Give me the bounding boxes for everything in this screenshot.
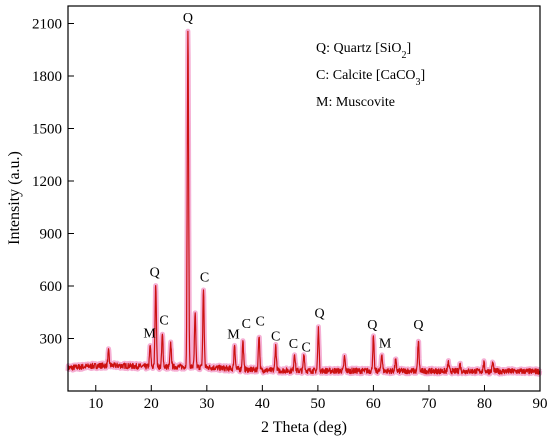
peak-label: C [159, 314, 168, 329]
pattern-line [67, 30, 541, 375]
peak-label: C [289, 337, 298, 352]
x-tick-label: 70 [421, 396, 436, 412]
legend: Q: Quartz [SiO2] C: Calcite [CaCO3] M: Mus… [316, 41, 425, 110]
x-tick-label: 50 [310, 396, 325, 412]
peak-label: Q [413, 318, 423, 333]
x-tick-label: 30 [199, 396, 214, 412]
data-layer [65, 28, 543, 377]
x-tick-label: 60 [366, 396, 381, 412]
x-tick-label: 90 [533, 396, 548, 412]
peak-label: C [242, 317, 251, 332]
peak-label: C [302, 341, 311, 356]
peak-label: C [255, 314, 264, 329]
legend-entry: C: Calcite [CaCO3] [316, 68, 425, 88]
peak-label: Q [367, 318, 377, 333]
plot-frame [67, 5, 541, 392]
x-tick-label: 10 [88, 396, 103, 412]
peak-label: C [271, 329, 280, 344]
y-tick-label: 600 [40, 279, 63, 295]
y-tick-label: 2100 [32, 17, 62, 33]
peak-label: M [227, 328, 240, 343]
y-tick-label: 1800 [32, 69, 62, 85]
peak-label: M [379, 336, 392, 351]
y-tick-label: 1200 [32, 174, 62, 190]
y-axis-title: Intensity (a.u.) [6, 151, 23, 245]
peak-label: Q [150, 265, 160, 280]
peak-label: Q [314, 307, 324, 322]
y-tick-label: 1500 [32, 122, 62, 138]
legend-entry: Q: Quartz [SiO2] [316, 41, 411, 61]
x-tick-label: 20 [144, 396, 159, 412]
y-tick-label: 900 [40, 227, 63, 243]
x-tick-label: 40 [255, 396, 270, 412]
ticks-layer: 10 20 30 40 50 60 70 80 90 300 600 900 1200 1500 1800 2… [32, 17, 548, 413]
x-tick-label: 80 [477, 396, 492, 412]
peak-label: Q [183, 11, 193, 26]
y-tick-label: 300 [40, 332, 63, 348]
x-axis-title: 2 Theta (deg) [261, 419, 347, 436]
peak-label: M [143, 327, 156, 342]
legend-entry: M: Muscovite [316, 95, 395, 110]
peak-label: C [200, 271, 209, 286]
pattern-shadow-line [65, 28, 543, 377]
